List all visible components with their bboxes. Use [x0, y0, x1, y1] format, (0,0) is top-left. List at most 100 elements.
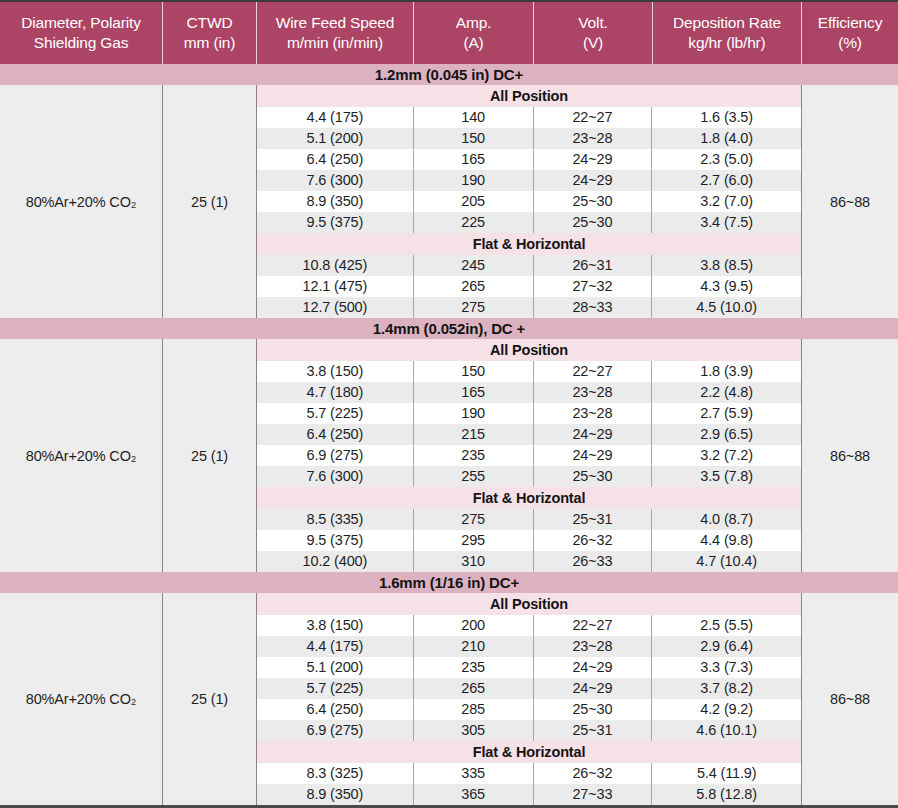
header-line1: Efficiency — [818, 13, 883, 33]
volt-cell: 23~28 — [534, 403, 653, 424]
deposition-cell: 3.8 (8.5) — [652, 255, 801, 276]
data-row: 5.1 (200)23524~293.3 (7.3) — [257, 657, 801, 678]
section-body: 80%Ar+20% CO₂25 (1)All Position4.4 (175)… — [0, 85, 898, 318]
amp-cell: 365 — [414, 784, 534, 805]
section-title-band: 1.2mm (0.045 in) DC+ — [0, 64, 898, 85]
amp-cell: 255 — [414, 466, 534, 487]
amp-cell: 265 — [414, 276, 534, 297]
data-row: 9.5 (375)22525~303.4 (7.5) — [257, 212, 801, 233]
ctwd-cell: 25 (1) — [163, 339, 257, 572]
amp-cell: 335 — [414, 763, 534, 784]
header-cell-wire-feed-speed: Wire Feed Speedm/min (in/min) — [257, 2, 414, 64]
position-band: Flat & Horizontal — [257, 233, 801, 255]
amp-cell: 205 — [414, 191, 534, 212]
amp-cell: 310 — [414, 551, 534, 572]
amp-cell: 200 — [414, 615, 534, 636]
amp-cell: 190 — [414, 403, 534, 424]
volt-cell: 27~32 — [534, 276, 653, 297]
deposition-cell: 4.7 (10.4) — [652, 551, 801, 572]
header-line2: (A) — [463, 33, 483, 53]
deposition-cell: 1.8 (3.9) — [652, 361, 801, 382]
position-band: Flat & Horizontal — [257, 487, 801, 509]
volt-cell: 28~33 — [534, 297, 653, 318]
header-line2: kg/hr (lb/hr) — [688, 33, 765, 53]
data-row: 8.9 (350)36527~335.8 (12.8) — [257, 784, 801, 805]
amp-cell: 215 — [414, 424, 534, 445]
wire-feed-cell: 10.8 (425) — [257, 255, 414, 276]
deposition-cell: 4.4 (9.8) — [652, 530, 801, 551]
data-row: 7.6 (300)25525~303.5 (7.8) — [257, 466, 801, 487]
deposition-cell: 3.3 (7.3) — [652, 657, 801, 678]
amp-cell: 275 — [414, 297, 534, 318]
shielding-gas-cell: 80%Ar+20% CO₂ — [0, 339, 163, 572]
wire-feed-cell: 4.7 (180) — [257, 382, 414, 403]
deposition-cell: 1.8 (4.0) — [652, 128, 801, 149]
data-row: 5.1 (200)15023~281.8 (4.0) — [257, 128, 801, 149]
deposition-cell: 3.4 (7.5) — [652, 212, 801, 233]
header-cell-diameter-shielding-gas: Diameter, PolarityShielding Gas — [0, 2, 163, 64]
amp-cell: 275 — [414, 509, 534, 530]
volt-cell: 26~33 — [534, 551, 653, 572]
position-band: All Position — [257, 339, 801, 361]
volt-cell: 24~29 — [534, 445, 653, 466]
section-data-area: All Position4.4 (175)14022~271.6 (3.5)5.… — [257, 85, 802, 318]
amp-cell: 150 — [414, 361, 534, 382]
data-row: 9.5 (375)29526~324.4 (9.8) — [257, 530, 801, 551]
wire-feed-cell: 6.4 (250) — [257, 149, 414, 170]
header-cell-deposition-rate: Deposition Ratekg/hr (lb/hr) — [653, 2, 802, 64]
data-row: 4.7 (180)16523~282.2 (4.8) — [257, 382, 801, 403]
amp-cell: 210 — [414, 636, 534, 657]
data-row: 10.2 (400)31026~334.7 (10.4) — [257, 551, 801, 572]
welding-parameters-table: Diameter, PolarityShielding GasCTWDmm (i… — [0, 0, 898, 808]
header-cell-amp: Amp.(A) — [414, 2, 534, 64]
wire-feed-cell: 6.4 (250) — [257, 699, 414, 720]
volt-cell: 25~31 — [534, 720, 653, 741]
deposition-cell: 3.5 (7.8) — [652, 466, 801, 487]
amp-cell: 235 — [414, 657, 534, 678]
position-band: Flat & Horizontal — [257, 741, 801, 763]
volt-cell: 26~32 — [534, 763, 653, 784]
deposition-cell: 4.0 (8.7) — [652, 509, 801, 530]
volt-cell: 24~29 — [534, 424, 653, 445]
header-line2: (V) — [583, 33, 603, 53]
data-row: 5.7 (225)19023~282.7 (5.9) — [257, 403, 801, 424]
data-row: 3.8 (150)15022~271.8 (3.9) — [257, 361, 801, 382]
wire-feed-cell: 12.7 (500) — [257, 297, 414, 318]
table-section: 1.4mm (0.052in), DC +80%Ar+20% CO₂25 (1)… — [0, 318, 898, 572]
deposition-cell: 3.2 (7.0) — [652, 191, 801, 212]
amp-cell: 305 — [414, 720, 534, 741]
amp-cell: 165 — [414, 149, 534, 170]
position-band: All Position — [257, 85, 801, 107]
wire-feed-cell: 8.9 (350) — [257, 784, 414, 805]
wire-feed-cell: 8.5 (335) — [257, 509, 414, 530]
data-row: 12.1 (475)26527~324.3 (9.5) — [257, 276, 801, 297]
wire-feed-cell: 6.4 (250) — [257, 424, 414, 445]
header-line2: mm (in) — [184, 33, 235, 53]
amp-cell: 265 — [414, 678, 534, 699]
amp-cell: 190 — [414, 170, 534, 191]
data-row: 8.9 (350)20525~303.2 (7.0) — [257, 191, 801, 212]
header-line1: Deposition Rate — [673, 13, 781, 33]
data-row: 8.3 (325)33526~325.4 (11.9) — [257, 763, 801, 784]
wire-feed-cell: 3.8 (150) — [257, 361, 414, 382]
header-cell-ctwd: CTWDmm (in) — [163, 2, 257, 64]
efficiency-cell: 86~88 — [802, 339, 898, 572]
data-row: 3.8 (150)20022~272.5 (5.5) — [257, 615, 801, 636]
amp-cell: 165 — [414, 382, 534, 403]
deposition-cell: 2.2 (4.8) — [652, 382, 801, 403]
data-row: 6.4 (250)16524~292.3 (5.0) — [257, 149, 801, 170]
data-row: 4.4 (175)21023~282.9 (6.4) — [257, 636, 801, 657]
data-row: 10.8 (425)24526~313.8 (8.5) — [257, 255, 801, 276]
deposition-cell: 4.2 (9.2) — [652, 699, 801, 720]
section-data-area: All Position3.8 (150)20022~272.5 (5.5)4.… — [257, 593, 802, 805]
volt-cell: 22~27 — [534, 361, 653, 382]
volt-cell: 24~29 — [534, 678, 653, 699]
header-line2: Shielding Gas — [34, 33, 129, 53]
table-section: 1.2mm (0.045 in) DC+80%Ar+20% CO₂25 (1)A… — [0, 64, 898, 318]
header-line1: Volt. — [578, 13, 607, 33]
table-sections: 1.2mm (0.045 in) DC+80%Ar+20% CO₂25 (1)A… — [0, 64, 898, 805]
volt-cell: 26~32 — [534, 530, 653, 551]
volt-cell: 24~29 — [534, 657, 653, 678]
ctwd-cell: 25 (1) — [163, 593, 257, 805]
wire-feed-cell: 5.1 (200) — [257, 657, 414, 678]
